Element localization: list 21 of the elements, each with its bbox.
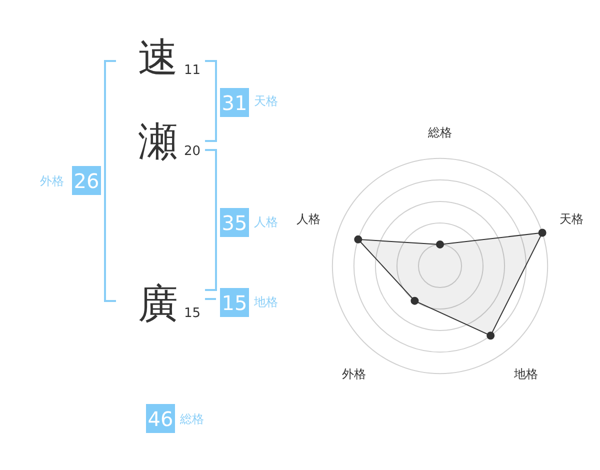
text: 15	[184, 306, 201, 321]
text: 総格	[180, 412, 204, 426]
text: 人格	[254, 215, 278, 229]
spoke-label: 人格	[296, 212, 321, 226]
text: 11	[184, 63, 201, 78]
text: 15	[220, 288, 249, 317]
text: 瀬	[138, 119, 178, 165]
text: 速	[138, 35, 178, 81]
text: 天格	[254, 94, 278, 108]
text: 46	[146, 404, 175, 433]
spoke-label: 外格	[342, 366, 366, 381]
text: 20	[184, 144, 201, 159]
spoke-label: 天格	[559, 212, 584, 226]
spoke-label: 総格	[427, 125, 452, 140]
text: 35	[220, 208, 249, 237]
spoke-label: 地格	[512, 366, 538, 381]
text: 31	[220, 88, 249, 117]
text: 廣	[138, 281, 178, 327]
text: 地格	[254, 295, 278, 309]
text: 26	[72, 166, 101, 195]
text: 外格	[40, 174, 64, 188]
